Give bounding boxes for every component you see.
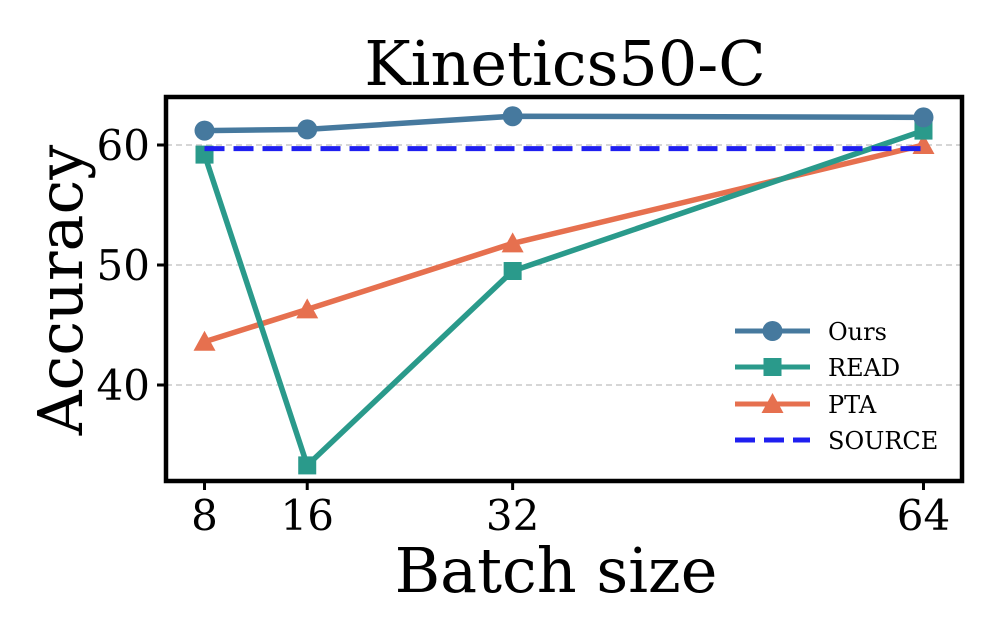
- x-tick-label: 8: [191, 491, 218, 540]
- x-tick-label: 16: [280, 491, 333, 540]
- legend-label-source: SOURCE: [828, 427, 938, 455]
- grid-lines: [166, 144, 962, 386]
- y-tick-label: 40: [97, 361, 150, 410]
- legend-marker-pta: [761, 393, 784, 413]
- plot-area-frame: [163, 94, 965, 484]
- x-tick-label: 64: [897, 491, 950, 540]
- y-axis-ticks: 40 50 60: [97, 121, 166, 410]
- y-axis-label: Accuracy: [24, 145, 97, 437]
- data-point-read: [503, 262, 522, 280]
- series-line-read: [201, 127, 925, 469]
- x-tick-label: 32: [486, 491, 539, 540]
- series-line-pta: [203, 142, 925, 345]
- y-tick-label: 50: [97, 241, 150, 290]
- legend-marker-ours: [762, 321, 783, 341]
- data-point-ours: [194, 120, 215, 141]
- x-axis-ticks: 8 16 32 64: [191, 481, 950, 540]
- data-point-pta: [296, 298, 319, 319]
- data-point-ours: [297, 119, 318, 140]
- legend-label-ours: Ours: [828, 318, 887, 346]
- data-point-pta: [501, 232, 524, 253]
- series-line-ours: [204, 113, 924, 134]
- data-point-ours: [502, 106, 523, 127]
- x-axis-label: Batch size: [395, 534, 718, 607]
- legend-marker-read: [763, 358, 782, 376]
- series-layer: [193, 106, 935, 475]
- data-point-ours: [913, 107, 934, 128]
- chart-title: Kinetics50-C: [364, 27, 765, 100]
- data-point-pta: [193, 330, 216, 351]
- legend-label-pta: PTA: [828, 391, 877, 419]
- data-point-read: [298, 456, 317, 475]
- y-tick-label: 60: [97, 121, 150, 170]
- legend-label-read: READ: [828, 354, 900, 382]
- legend: Ours READ PTA SOURCE: [735, 318, 938, 455]
